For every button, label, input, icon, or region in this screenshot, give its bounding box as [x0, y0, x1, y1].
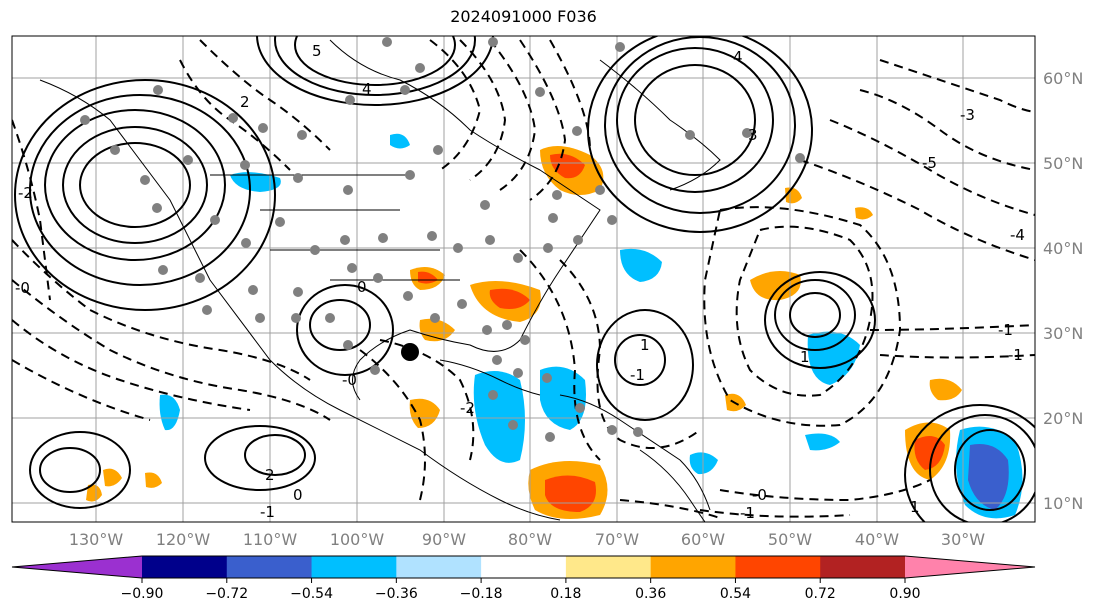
- contour-label: -1: [1008, 346, 1023, 364]
- lon-label: 120°W: [156, 530, 211, 549]
- lon-label: 80°W: [508, 530, 552, 549]
- contour-labels: 5 4 4 3 2 1 0 -0 -2 -3 -4 -5 -1 1 -1 2 -…: [15, 42, 1025, 522]
- latitude-labels: 60°N 50°N 40°N 30°N 20°N 10°N: [1043, 69, 1083, 513]
- contour-label: 2: [240, 93, 250, 111]
- contour-label: -2: [460, 399, 475, 417]
- positive-contours: [14, 36, 1035, 522]
- contour-label: -1: [740, 504, 755, 522]
- lon-label: 60°W: [681, 530, 725, 549]
- lon-label: 130°W: [69, 530, 124, 549]
- lon-label: 100°W: [330, 530, 385, 549]
- observation-dots: [80, 37, 805, 442]
- colorbar-segment: [820, 556, 906, 578]
- colorbar-segment: [142, 556, 228, 578]
- contour-label: -1: [630, 366, 645, 384]
- colorbar-ticks: −0.90 −0.72 −0.54 −0.36 −0.18 0.18 0.36 0.54 0.7…: [121, 578, 921, 602]
- anomaly-fills: [86, 133, 1023, 519]
- colorbar-tick-label: −0.54: [290, 586, 333, 602]
- contour-label: -3: [960, 106, 975, 124]
- map-frame-bg: [12, 36, 1035, 522]
- colorbar-tick-label: −0.36: [375, 586, 418, 602]
- contour-label: -5: [922, 154, 937, 172]
- contour-label: -0: [342, 371, 357, 389]
- colorbar-tick-label: −0.72: [205, 586, 248, 602]
- lon-label: 40°W: [855, 530, 899, 549]
- contour-label: -4: [1010, 226, 1025, 244]
- colorbar-tick-label: −0.18: [460, 586, 503, 602]
- contour-label: 1: [640, 336, 650, 354]
- colorbar-tick-label: 0.54: [720, 586, 751, 602]
- colorbar-segment: [735, 556, 821, 578]
- colorbar-segment: [481, 556, 567, 578]
- contour-label: 3: [748, 126, 758, 144]
- colorbar-tick-label: 0.18: [550, 586, 581, 602]
- lat-label: 60°N: [1043, 69, 1083, 88]
- contour-label: 4: [733, 48, 743, 66]
- colorbar-segment: [565, 556, 652, 578]
- contour-label: 5: [312, 42, 322, 60]
- map-title: 2024091000 F036: [450, 7, 597, 26]
- lon-label: 90°W: [422, 530, 466, 549]
- contour-label: 1: [800, 348, 810, 366]
- colorbar-segment: [12, 556, 142, 578]
- contour-label: -2: [18, 184, 33, 202]
- colorbar-segment: [905, 556, 1035, 578]
- colorbar-tick-label: 0.36: [635, 586, 666, 602]
- lat-label: 10°N: [1043, 494, 1083, 513]
- lat-label: 40°N: [1043, 239, 1083, 258]
- longitude-labels: 130°W 120°W 110°W 100°W 90°W 80°W 70°W 6…: [69, 530, 985, 549]
- colorbar: [11, 555, 1036, 579]
- colorbar-tick-label: −0.90: [121, 586, 164, 602]
- contour-label: -0: [752, 486, 767, 504]
- colorbar-segment: [396, 556, 482, 578]
- lat-label: 20°N: [1043, 409, 1083, 428]
- contour-label: -1: [998, 321, 1013, 339]
- contour-label: -0: [15, 279, 30, 297]
- lat-label: 50°N: [1043, 154, 1083, 173]
- contour-label: 1: [910, 498, 920, 516]
- lon-label: 70°W: [595, 530, 639, 549]
- contour-label: 4: [362, 80, 372, 98]
- colorbar-tick-label: 0.90: [889, 586, 920, 602]
- storm-center-marker: [401, 343, 419, 361]
- lon-label: 30°W: [941, 530, 985, 549]
- colorbar-segment: [226, 556, 313, 578]
- colorbar-tick-label: 0.72: [805, 586, 836, 602]
- contour-label: -1: [260, 503, 275, 521]
- contour-label: 2: [265, 466, 275, 484]
- colorbar-segment: [311, 556, 397, 578]
- contour-label: 0: [357, 278, 367, 296]
- lon-label: 50°W: [768, 530, 812, 549]
- contour-label: 0: [293, 486, 303, 504]
- colorbar-segment: [650, 556, 736, 578]
- lat-label: 30°N: [1043, 324, 1083, 343]
- map-frame: [11, 35, 1036, 523]
- lon-label: 110°W: [243, 530, 298, 549]
